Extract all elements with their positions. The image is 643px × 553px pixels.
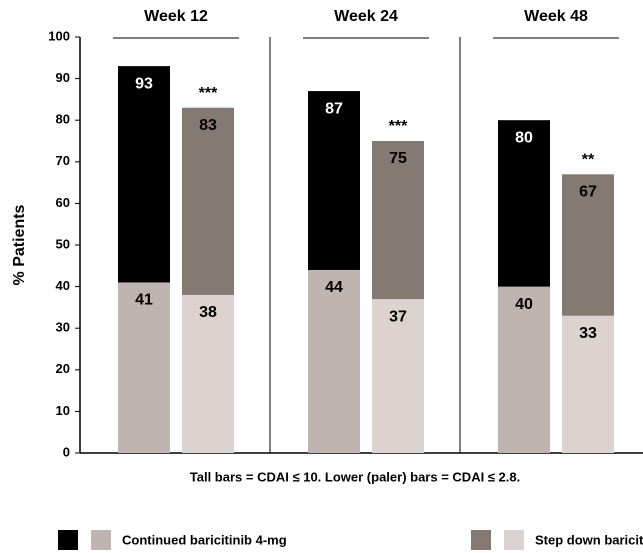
y-tick-label: 30 <box>56 320 70 335</box>
significance: *** <box>199 85 218 102</box>
y-tick-label: 100 <box>48 28 70 43</box>
y-tick-label: 0 <box>63 444 70 459</box>
y-tick-label: 10 <box>56 403 70 418</box>
y-tick-label: 40 <box>56 278 70 293</box>
y-tick-label: 70 <box>56 153 70 168</box>
significance: *** <box>389 118 408 135</box>
value-label: 83 <box>199 117 217 134</box>
value-label: 33 <box>579 325 597 342</box>
legend-swatch <box>471 530 491 550</box>
bar-low <box>562 315 614 453</box>
group-label: Week 24 <box>334 8 398 25</box>
bar-low <box>118 282 170 453</box>
value-label: 87 <box>325 100 343 117</box>
significance: ** <box>582 151 595 168</box>
bar-low <box>372 299 424 453</box>
legend-swatch <box>504 530 524 550</box>
y-tick-label: 80 <box>56 112 70 127</box>
value-label: 38 <box>199 304 217 321</box>
y-tick-label: 60 <box>56 195 70 210</box>
value-label: 80 <box>515 129 533 146</box>
footnote: Tall bars = CDAI ≤ 10. Lower (paler) bar… <box>190 469 520 484</box>
legend-swatch <box>58 530 78 550</box>
bar-low <box>182 294 234 453</box>
legend-swatch <box>91 530 111 550</box>
group-label: Week 48 <box>524 8 588 25</box>
y-tick-label: 90 <box>56 70 70 85</box>
legend-label: Step down baricitinib 2-mg <box>535 532 643 547</box>
y-tick-label: 20 <box>56 361 70 376</box>
value-label: 37 <box>389 308 407 325</box>
value-label: 75 <box>389 150 407 167</box>
y-axis-label: % Patients <box>11 204 28 285</box>
bar-low <box>308 269 360 453</box>
legend-label: Continued baricitinib 4-mg <box>122 532 287 547</box>
group-label: Week 12 <box>144 8 208 25</box>
bar-low <box>498 286 550 453</box>
value-label: 67 <box>579 183 597 200</box>
value-label: 93 <box>135 75 153 92</box>
value-label: 40 <box>515 296 533 313</box>
value-label: 44 <box>325 279 343 296</box>
y-tick-label: 50 <box>56 236 70 251</box>
value-label: 41 <box>135 292 153 309</box>
